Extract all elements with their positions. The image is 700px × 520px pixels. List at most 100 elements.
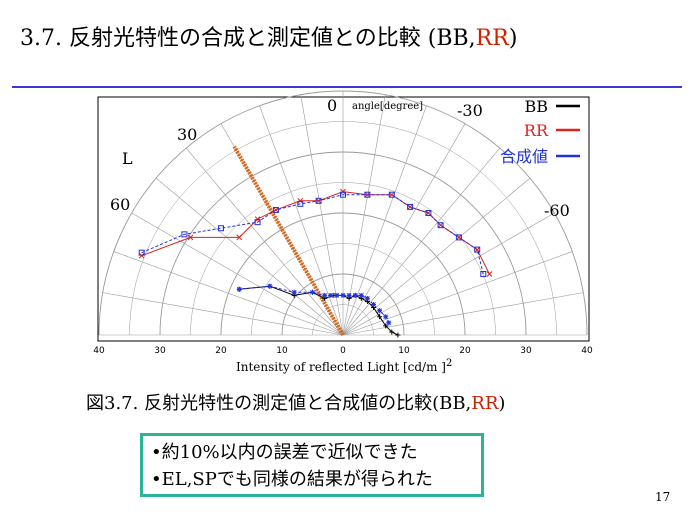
bb-point	[377, 314, 383, 320]
title-prefix: 3.7. 反射光特性の合成と測定値との比較 (BB,	[20, 26, 476, 51]
data-series	[138, 188, 493, 338]
caption-rr: RR	[471, 393, 499, 414]
x-tick-label: 10	[398, 346, 410, 356]
angle-label-60: 60	[110, 195, 130, 214]
x-axis-label: Intensity of reflected Light [cd/m ]2	[236, 358, 452, 374]
synth-point	[480, 271, 487, 277]
x-tick-labels: 40 30 20 10 0 10 20 30 40	[93, 346, 593, 356]
synth-point	[218, 225, 224, 232]
rr-point	[407, 204, 413, 210]
grid-ray	[342, 251, 573, 336]
grid-ray	[342, 292, 584, 336]
series-bb-line	[239, 285, 399, 336]
rr-point	[364, 191, 371, 198]
x-axis-label-text: Intensity of reflected Light [cd/m ]	[236, 360, 446, 374]
angle-label-minus-30: -30	[457, 101, 483, 120]
series-synth-line	[141, 194, 484, 275]
synth-point	[254, 219, 261, 226]
x-tick-label: 0	[340, 346, 346, 356]
x-axis-label-sup: 2	[446, 358, 452, 369]
summary-box: •約10%以内の誤差で近似できた •EL,SPでも同様の結果が得られた	[140, 433, 484, 497]
synth-point	[474, 246, 481, 253]
synth-low-point	[310, 289, 315, 295]
summary-item-1: •約10%以内の誤差で近似できた	[151, 442, 418, 463]
x-tick-label: 30	[154, 346, 166, 356]
synth-low-point	[322, 292, 328, 298]
series-rr-line	[141, 191, 490, 275]
synth-low-point	[352, 292, 358, 298]
synth-low-point	[340, 292, 346, 298]
rr-point	[456, 234, 462, 241]
x-tick-label: 40	[581, 346, 593, 356]
angle-axis-label: angle[degree]	[352, 101, 423, 112]
rr-point	[474, 246, 481, 253]
angle-label-0: 0	[327, 96, 337, 115]
synth-low-point	[364, 295, 370, 301]
synth-point	[272, 206, 279, 213]
grid-ray	[102, 292, 344, 336]
bb-point	[395, 332, 401, 338]
bb-point	[383, 323, 389, 329]
x-tick-label: 30	[520, 346, 532, 356]
rr-point	[273, 207, 279, 213]
synth-point	[138, 249, 145, 256]
rr-point	[437, 222, 444, 229]
synth-low-point	[236, 286, 242, 292]
rr-point	[236, 234, 243, 241]
grid-ray	[113, 251, 344, 336]
angle-label-minus-60: -60	[544, 201, 570, 220]
rr-point	[297, 197, 304, 204]
rr-point	[315, 197, 322, 204]
synth-point	[425, 210, 432, 216]
synth-low-point	[371, 302, 376, 307]
plot-frame	[97, 96, 590, 342]
synth-point	[455, 234, 462, 241]
synth-low-point	[291, 289, 297, 295]
caption-prefix: 図3.7. 反射光特性の測定値と合成値の比較(BB,	[86, 393, 472, 414]
synth-low-point	[328, 292, 334, 298]
legend-label: 合成値	[500, 147, 548, 166]
synth-low-point	[346, 292, 352, 298]
synth-point	[315, 197, 322, 204]
x-tick-label: 40	[93, 346, 105, 356]
title-rule	[12, 86, 682, 88]
x-tick-label: 20	[459, 346, 471, 356]
synth-low-point	[358, 292, 364, 298]
synth-point	[407, 203, 414, 210]
synth-low-point	[334, 292, 340, 298]
rr-point	[340, 188, 346, 195]
rr-point	[388, 191, 395, 198]
synth-low-point	[383, 314, 389, 320]
synth-low-point	[377, 308, 383, 314]
figure-caption: 図3.7. 反射光特性の測定値と合成値の比較(BB,RR)	[86, 389, 505, 415]
synth-point	[364, 191, 371, 198]
legend-label: RR	[524, 121, 549, 140]
synth-low-point	[267, 283, 273, 289]
grid-ray	[155, 177, 344, 336]
light-label: L	[122, 149, 133, 168]
slide-title: 3.7. 反射光特性の合成と測定値との比較 (BB,RR)	[20, 20, 517, 52]
synth-point	[181, 231, 188, 238]
title-suffix: )	[508, 26, 518, 51]
synth-point	[340, 191, 346, 198]
synth-point	[388, 191, 395, 198]
title-rr: RR	[475, 26, 509, 51]
legend-label: BB	[524, 97, 548, 116]
grid-ray	[185, 147, 344, 336]
rr-point	[254, 216, 261, 222]
x-tick-label: 20	[215, 346, 227, 356]
rr-point	[486, 271, 493, 277]
angle-label-30: 30	[177, 125, 197, 144]
rr-point	[187, 234, 194, 241]
light-beam-line	[232, 145, 345, 336]
synth-point	[437, 222, 444, 229]
synth-low-point	[386, 320, 392, 326]
caption-suffix: )	[498, 393, 506, 414]
rr-point	[138, 252, 145, 259]
rr-point	[425, 210, 432, 216]
legend: BB RR 合成値	[500, 97, 580, 166]
summary-item-2: •EL,SPでも同様の結果が得られた	[151, 469, 433, 490]
bb-point	[389, 329, 395, 335]
page-number: 17	[655, 490, 671, 504]
